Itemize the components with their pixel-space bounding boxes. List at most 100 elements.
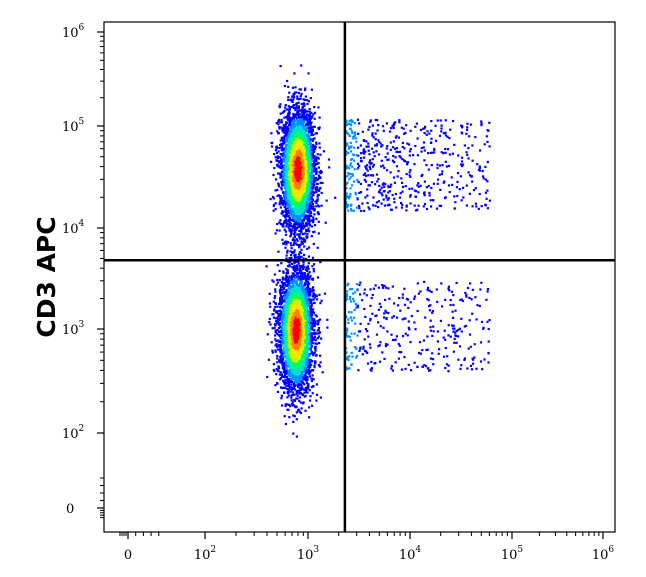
event-dot	[301, 107, 304, 110]
event-dot	[315, 298, 319, 301]
event-dot	[280, 291, 283, 294]
event-dot	[315, 383, 318, 386]
event-dot	[313, 331, 316, 334]
event-dot	[307, 272, 310, 275]
event-dot	[315, 170, 318, 174]
event-dot	[295, 418, 298, 421]
event-dot	[295, 411, 298, 414]
event-dot	[318, 146, 321, 149]
event-dot	[305, 349, 308, 352]
event-dot	[279, 326, 282, 329]
event-dot	[276, 264, 279, 267]
event-dot	[279, 340, 282, 344]
event-dot	[296, 296, 299, 299]
event-dot	[287, 319, 291, 322]
event-dot	[295, 311, 298, 314]
event-dot	[298, 290, 301, 293]
event-dot	[303, 347, 307, 350]
event-dot	[319, 318, 322, 321]
event-dot	[302, 353, 305, 356]
event-dot	[279, 219, 282, 222]
event-dot	[274, 295, 277, 298]
event-dot	[307, 315, 310, 318]
event-dot	[284, 123, 287, 126]
event-dot	[302, 111, 305, 114]
event-dot	[276, 155, 279, 158]
event-dot	[283, 362, 286, 365]
event-dot	[302, 300, 305, 303]
event-dot	[300, 282, 303, 286]
event-dot	[301, 278, 304, 281]
event-dot	[296, 364, 299, 367]
event-dot	[293, 398, 296, 402]
event-dot	[279, 386, 283, 389]
event-dot	[298, 392, 301, 395]
event-dot	[272, 363, 275, 366]
event-dot	[311, 191, 314, 194]
event-dot	[298, 246, 301, 249]
event-dot	[307, 300, 310, 303]
event-dot	[292, 324, 296, 327]
event-dot	[297, 260, 300, 263]
event-dot	[287, 298, 290, 302]
event-dot	[319, 354, 322, 357]
event-dot	[310, 339, 313, 342]
event-dot	[299, 326, 302, 329]
event-dot	[321, 181, 324, 185]
event-dot	[302, 264, 305, 267]
event-dot	[293, 382, 296, 385]
event-dot	[282, 341, 285, 344]
event-dot	[309, 305, 312, 308]
event-dot	[301, 328, 304, 331]
event-dot	[288, 286, 291, 289]
event-dot	[284, 106, 287, 109]
event-dot	[309, 317, 312, 320]
event-dot	[275, 122, 278, 125]
event-dot	[305, 347, 309, 351]
event-dot	[316, 246, 319, 249]
event-dot	[284, 306, 287, 309]
event-dot	[300, 277, 303, 280]
event-dot	[312, 263, 316, 266]
event-dot	[279, 356, 282, 359]
event-dot	[299, 411, 302, 415]
event-dot	[283, 297, 286, 300]
event-dot	[305, 275, 308, 278]
event-dot	[276, 321, 279, 324]
event-dot	[299, 362, 302, 365]
event-dot	[295, 301, 298, 305]
event-dot	[305, 336, 308, 339]
event-dot	[309, 365, 312, 368]
event-dot	[295, 381, 298, 384]
event-dot	[306, 370, 309, 373]
event-dot	[280, 201, 283, 204]
event-dot	[299, 363, 303, 367]
event-dot	[283, 283, 286, 286]
event-dot	[288, 371, 291, 374]
event-dot	[290, 355, 293, 358]
event-dot	[289, 311, 292, 314]
event-dot	[301, 353, 304, 356]
event-dot	[297, 361, 300, 364]
event-dot	[307, 309, 310, 312]
event-dot	[292, 312, 295, 315]
event-dot	[316, 337, 319, 340]
event-dot	[294, 384, 297, 387]
event-dot	[279, 358, 282, 361]
event-dot	[309, 319, 312, 322]
event-dot	[303, 292, 306, 295]
event-dot	[295, 322, 298, 325]
event-dot	[308, 389, 311, 392]
event-dot	[284, 138, 287, 141]
event-dot	[306, 357, 309, 360]
event-dot	[287, 317, 291, 321]
event-dot	[302, 257, 305, 260]
event-dot	[279, 330, 282, 334]
event-dot	[303, 342, 306, 345]
event-dot	[311, 360, 314, 363]
event-dot	[297, 372, 300, 376]
event-dot	[286, 249, 289, 252]
event-dot	[294, 316, 298, 319]
event-dot	[296, 285, 299, 288]
event-dot	[318, 171, 321, 174]
